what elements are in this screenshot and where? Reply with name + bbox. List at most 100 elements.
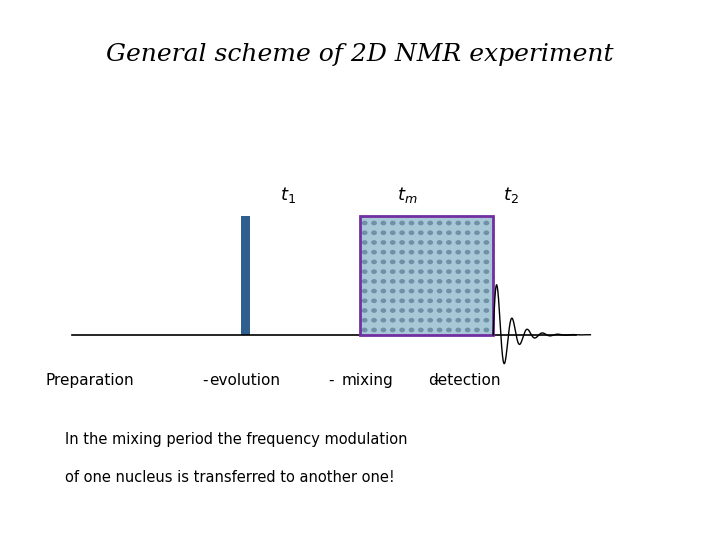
Circle shape: [485, 231, 489, 234]
Circle shape: [485, 299, 489, 302]
Circle shape: [409, 221, 414, 225]
Circle shape: [362, 270, 366, 273]
Circle shape: [362, 231, 366, 234]
Circle shape: [475, 299, 480, 302]
Circle shape: [466, 328, 470, 332]
Circle shape: [409, 280, 414, 283]
Circle shape: [428, 328, 433, 332]
Circle shape: [446, 309, 451, 312]
Circle shape: [428, 309, 433, 312]
Circle shape: [428, 221, 433, 225]
Circle shape: [390, 270, 395, 273]
Circle shape: [456, 231, 461, 234]
Circle shape: [362, 328, 366, 332]
Circle shape: [372, 309, 376, 312]
Circle shape: [466, 299, 470, 302]
Text: -: -: [328, 373, 334, 388]
Circle shape: [400, 299, 405, 302]
Circle shape: [400, 221, 405, 225]
Circle shape: [400, 319, 405, 322]
Circle shape: [485, 241, 489, 244]
Circle shape: [438, 251, 442, 254]
Circle shape: [419, 251, 423, 254]
Circle shape: [382, 289, 386, 293]
Circle shape: [428, 241, 433, 244]
Circle shape: [400, 270, 405, 273]
Circle shape: [456, 251, 461, 254]
Circle shape: [400, 231, 405, 234]
Circle shape: [475, 231, 480, 234]
Circle shape: [428, 280, 433, 283]
Circle shape: [382, 251, 386, 254]
Circle shape: [419, 289, 423, 293]
Circle shape: [409, 251, 414, 254]
Circle shape: [475, 260, 480, 264]
Circle shape: [362, 309, 366, 312]
Circle shape: [438, 260, 442, 264]
Circle shape: [475, 289, 480, 293]
Circle shape: [428, 289, 433, 293]
Text: $t_2$: $t_2$: [503, 185, 519, 205]
Text: -: -: [433, 373, 438, 388]
Circle shape: [485, 221, 489, 225]
Circle shape: [438, 319, 442, 322]
Circle shape: [419, 231, 423, 234]
Circle shape: [438, 231, 442, 234]
Circle shape: [485, 328, 489, 332]
Circle shape: [466, 251, 470, 254]
Circle shape: [390, 319, 395, 322]
Circle shape: [390, 231, 395, 234]
Circle shape: [466, 289, 470, 293]
Circle shape: [419, 221, 423, 225]
Circle shape: [475, 270, 480, 273]
Circle shape: [485, 280, 489, 283]
Circle shape: [485, 260, 489, 264]
Circle shape: [382, 221, 386, 225]
Circle shape: [400, 328, 405, 332]
Circle shape: [409, 289, 414, 293]
Circle shape: [438, 289, 442, 293]
Circle shape: [400, 289, 405, 293]
Circle shape: [390, 328, 395, 332]
Circle shape: [372, 241, 376, 244]
Circle shape: [372, 328, 376, 332]
Circle shape: [382, 270, 386, 273]
Circle shape: [446, 328, 451, 332]
Circle shape: [400, 251, 405, 254]
Circle shape: [446, 319, 451, 322]
Circle shape: [382, 328, 386, 332]
Circle shape: [485, 251, 489, 254]
Circle shape: [362, 299, 366, 302]
Circle shape: [382, 241, 386, 244]
Circle shape: [475, 328, 480, 332]
Circle shape: [446, 251, 451, 254]
Circle shape: [475, 280, 480, 283]
Circle shape: [466, 221, 470, 225]
Circle shape: [456, 221, 461, 225]
Circle shape: [362, 241, 366, 244]
Circle shape: [372, 260, 376, 264]
Circle shape: [382, 260, 386, 264]
Circle shape: [475, 309, 480, 312]
Circle shape: [428, 299, 433, 302]
Circle shape: [409, 231, 414, 234]
Circle shape: [438, 299, 442, 302]
Circle shape: [419, 280, 423, 283]
Circle shape: [372, 289, 376, 293]
Circle shape: [485, 289, 489, 293]
Circle shape: [446, 241, 451, 244]
Circle shape: [362, 251, 366, 254]
Text: detection: detection: [428, 373, 500, 388]
Circle shape: [362, 221, 366, 225]
Circle shape: [400, 241, 405, 244]
Circle shape: [400, 280, 405, 283]
Circle shape: [466, 280, 470, 283]
Circle shape: [485, 309, 489, 312]
Circle shape: [419, 241, 423, 244]
Circle shape: [438, 270, 442, 273]
Text: $t_m$: $t_m$: [397, 185, 417, 205]
Circle shape: [372, 319, 376, 322]
Circle shape: [382, 280, 386, 283]
Circle shape: [446, 280, 451, 283]
Circle shape: [372, 270, 376, 273]
